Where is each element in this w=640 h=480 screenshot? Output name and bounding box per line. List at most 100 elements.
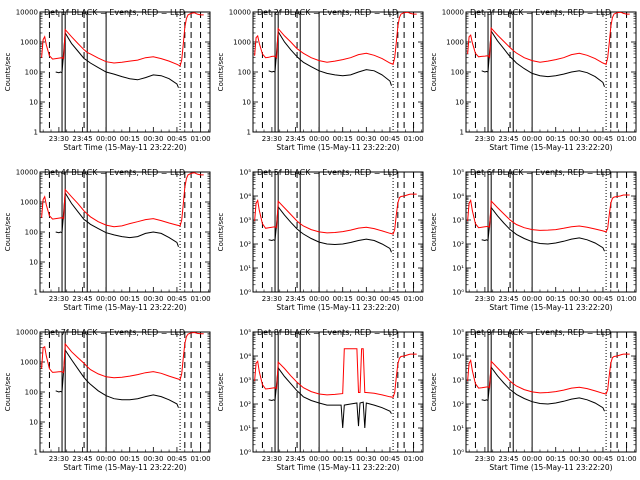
series-red-line bbox=[41, 332, 204, 381]
panel-det7: Det 7f BLACK = Events, RED = LLD 1 10 100 10… bbox=[4, 328, 211, 472]
x-axis-label: Start Time (15-May-11 23:22:20) bbox=[276, 463, 399, 472]
y-tick-label: 10⁰ bbox=[239, 449, 251, 457]
x-tick-label: 23:45 bbox=[72, 455, 92, 463]
series-red-line bbox=[467, 194, 630, 233]
x-tick-label: 00:30 bbox=[569, 295, 589, 303]
series-black-line bbox=[481, 365, 605, 412]
panel-det6: Det 6f BLACK = Events, RED = LLD 10⁰ 10¹ 10… bbox=[430, 168, 637, 312]
y-tick-label: 1000 bbox=[446, 39, 464, 47]
panel-title: Det 9f BLACK = Events, RED = LLD bbox=[470, 328, 611, 337]
x-tick-label: 23:45 bbox=[498, 455, 518, 463]
panel-title: Det 3f BLACK = Events, RED = LLD bbox=[470, 8, 611, 17]
plot-frame bbox=[465, 331, 637, 453]
x-axis-label: Start Time (15-May-11 23:22:20) bbox=[489, 463, 612, 472]
x-tick-label: 00:15 bbox=[120, 455, 140, 463]
panel-title: Det 5f BLACK = Events, RED = LLD bbox=[257, 168, 398, 177]
x-tick-label: 00:30 bbox=[356, 295, 376, 303]
series-red-line bbox=[41, 12, 204, 67]
y-axis-label: Counts/sec bbox=[430, 213, 438, 252]
y-tick-label: 10¹ bbox=[239, 425, 251, 433]
y-tick-label: 10⁵ bbox=[239, 169, 251, 177]
y-tick-label: 1 bbox=[460, 129, 464, 137]
series-red-line bbox=[254, 193, 417, 235]
y-tick-label: 10000 bbox=[16, 9, 38, 17]
x-tick-label: 23:45 bbox=[72, 135, 92, 143]
x-tick-label: 00:00 bbox=[96, 455, 116, 463]
y-tick-label: 10 bbox=[29, 419, 38, 427]
x-tick-label: 00:45 bbox=[167, 295, 187, 303]
x-tick-label: 23:30 bbox=[262, 135, 282, 143]
x-tick-label: 00:30 bbox=[569, 455, 589, 463]
y-tick-label: 10 bbox=[29, 99, 38, 107]
panel-det4: Det 4f BLACK = Events, RED = LLD 1 10 100 10… bbox=[4, 168, 211, 312]
series-black-line bbox=[268, 205, 392, 253]
y-tick-label: 10⁰ bbox=[452, 289, 464, 297]
y-tick-label: 1 bbox=[34, 129, 38, 137]
x-tick-label: 00:00 bbox=[96, 135, 116, 143]
x-tick-label: 00:00 bbox=[309, 455, 329, 463]
panel-det2: Det 2f BLACK = Events, RED = LLD 1 10 100 10… bbox=[217, 8, 424, 152]
x-axis-label: Start Time (15-May-11 23:22:20) bbox=[489, 303, 612, 312]
x-tick-label: 23:30 bbox=[475, 455, 495, 463]
x-tick-label: 23:30 bbox=[262, 455, 282, 463]
series-red-line bbox=[467, 353, 630, 395]
y-axis-label: Counts/sec bbox=[217, 213, 225, 252]
x-tick-label: 00:00 bbox=[309, 135, 329, 143]
x-tick-label: 01:00 bbox=[403, 455, 423, 463]
x-tick-label: 00:15 bbox=[333, 295, 353, 303]
y-tick-label: 10⁴ bbox=[239, 353, 251, 361]
series-red-line bbox=[41, 172, 204, 228]
x-tick-label: 23:45 bbox=[498, 135, 518, 143]
y-axis-label: Counts/sec bbox=[4, 373, 12, 412]
y-tick-label: 1000 bbox=[20, 199, 38, 207]
x-axis-label: Start Time (15-May-11 23:22:20) bbox=[63, 463, 186, 472]
y-tick-label: 1 bbox=[247, 129, 251, 137]
y-tick-label: 10³ bbox=[452, 377, 464, 385]
x-tick-label: 00:00 bbox=[522, 135, 542, 143]
y-tick-label: 10000 bbox=[16, 169, 38, 177]
y-tick-label: 10⁴ bbox=[452, 353, 464, 361]
y-axis-label: Counts/sec bbox=[430, 373, 438, 412]
series-black-line bbox=[55, 31, 179, 88]
y-tick-label: 10³ bbox=[452, 217, 464, 225]
y-tick-label: 10 bbox=[455, 99, 464, 107]
x-tick-label: 01:00 bbox=[616, 135, 636, 143]
x-axis-label: Start Time (15-May-11 23:22:20) bbox=[63, 143, 186, 152]
y-tick-label: 10 bbox=[242, 99, 251, 107]
x-tick-label: 00:00 bbox=[522, 295, 542, 303]
series-black-line bbox=[481, 29, 605, 87]
y-tick-label: 10² bbox=[452, 241, 464, 249]
x-tick-label: 00:45 bbox=[593, 455, 613, 463]
x-tick-label: 00:45 bbox=[167, 135, 187, 143]
x-tick-label: 23:45 bbox=[285, 135, 305, 143]
series-black-line bbox=[268, 30, 392, 86]
series-red-line bbox=[254, 12, 417, 65]
x-tick-label: 01:00 bbox=[616, 455, 636, 463]
y-tick-label: 10000 bbox=[442, 9, 464, 17]
x-tick-label: 00:00 bbox=[309, 295, 329, 303]
x-tick-label: 00:15 bbox=[333, 135, 353, 143]
x-tick-label: 23:30 bbox=[49, 455, 69, 463]
plot-frame bbox=[252, 331, 424, 453]
panel-title: Det 8f BLACK = Events, RED = LLD bbox=[257, 328, 398, 337]
y-tick-label: 10⁴ bbox=[452, 193, 464, 201]
x-tick-label: 01:00 bbox=[190, 455, 210, 463]
series-red-line bbox=[254, 348, 417, 398]
x-tick-label: 23:30 bbox=[49, 135, 69, 143]
x-tick-label: 00:15 bbox=[546, 455, 566, 463]
x-tick-label: 23:45 bbox=[285, 455, 305, 463]
y-tick-label: 10³ bbox=[239, 377, 251, 385]
x-tick-label: 00:45 bbox=[380, 135, 400, 143]
x-tick-label: 00:30 bbox=[569, 135, 589, 143]
y-tick-label: 100 bbox=[25, 389, 38, 397]
y-axis-label: Counts/sec bbox=[4, 213, 12, 252]
x-tick-label: 01:00 bbox=[616, 295, 636, 303]
y-tick-label: 10³ bbox=[239, 217, 251, 225]
x-tick-label: 00:30 bbox=[356, 135, 376, 143]
series-black-line bbox=[55, 348, 179, 408]
x-axis-label: Start Time (15-May-11 23:22:20) bbox=[276, 303, 399, 312]
panel-title: Det 2f BLACK = Events, RED = LLD bbox=[257, 8, 398, 17]
x-tick-label: 23:30 bbox=[262, 295, 282, 303]
y-tick-label: 10⁵ bbox=[452, 329, 464, 337]
